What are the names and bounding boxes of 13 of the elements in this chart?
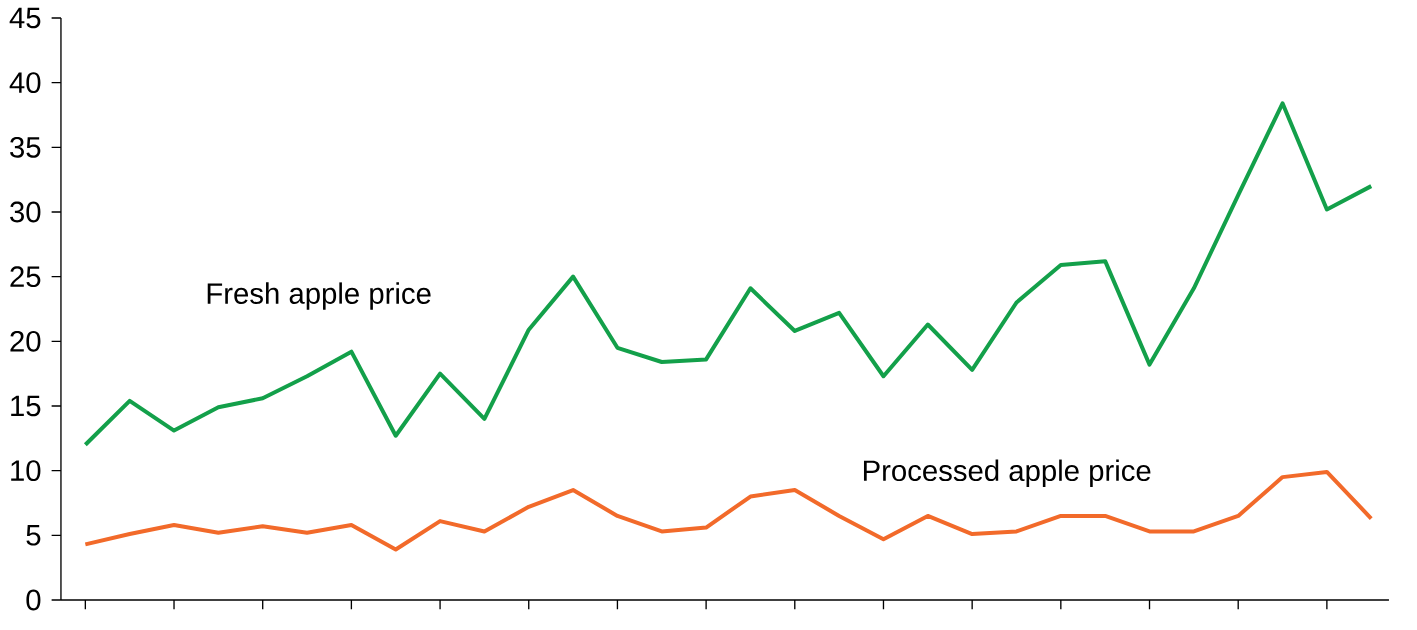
line-series	[83, 101, 1374, 447]
y-tick-label: 10	[11, 460, 41, 482]
y-tick-label: 30	[10, 201, 41, 223]
text: Fresh apple price	[207, 282, 431, 310]
series-label: Processed apple price	[863, 459, 1151, 487]
y-tick-label: 15	[11, 395, 41, 417]
y-tick-label: 5	[26, 525, 41, 546]
y-tick-label: 45	[9, 7, 41, 29]
y-tick-label: 35	[10, 136, 41, 158]
y-tick-label: 40	[9, 72, 41, 94]
y-tick-label: 25	[10, 266, 41, 288]
y-tick-label: 0	[26, 589, 41, 611]
y-tick-label: 20	[10, 330, 41, 352]
